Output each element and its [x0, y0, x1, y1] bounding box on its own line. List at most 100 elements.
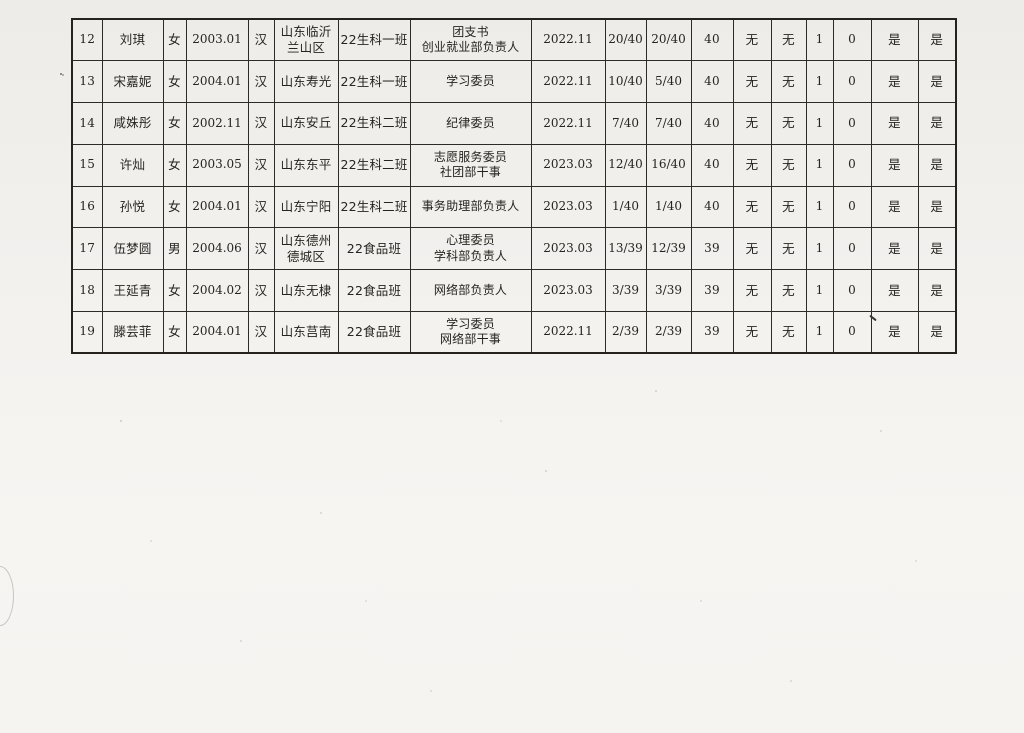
cell-class: 22食品班	[337, 227, 411, 271]
cell-none-b: 无	[770, 311, 807, 354]
student-roster-table: 12 刘琪女 2003.01 汉山东临沂 兰山区 22生科一班 团支书 创业就业部负责人 2…	[71, 18, 957, 355]
table-row: 16 孙悦女 2004.01 汉山东宁阳 22生科二班 事务助理部负责人 2023.03 1/…	[71, 185, 957, 229]
cell-serial-number: 13	[71, 60, 103, 104]
cell-date: 2023.03	[530, 143, 606, 187]
cell-birth-date: 2004.01	[185, 185, 249, 229]
cell-rank-b: 1/40	[645, 185, 692, 229]
cell-yes-b: 是	[917, 269, 957, 313]
table-row: 14 咸姝彤女 2002.11 汉山东安丘 22生科二班 纪律委员 2022.11 7/40 7…	[71, 102, 957, 145]
cell-rank-b: 7/40	[645, 102, 692, 145]
cell-position: 团支书 创业就业部负责人	[409, 18, 532, 62]
cell-yes-b: 是	[917, 143, 957, 187]
cell-count-a: 1	[805, 311, 834, 354]
cell-count-b: 0	[832, 185, 872, 229]
cell-group-size: 39	[690, 269, 734, 313]
cell-none-b: 无	[770, 269, 807, 313]
cell-gender: 女	[162, 143, 187, 187]
cell-name: 刘琪	[101, 18, 164, 62]
cell-serial-number: 16	[71, 185, 103, 229]
cell-birth-date: 2003.05	[185, 143, 249, 187]
cell-none-a: 无	[732, 102, 772, 145]
cell-rank-a: 10/40	[604, 60, 647, 104]
cell-class: 22生科一班	[337, 18, 411, 62]
cell-count-b: 0	[832, 143, 872, 187]
cell-count-a: 1	[805, 102, 834, 145]
cell-rank-b: 20/40	[645, 18, 692, 62]
table-row: 12 刘琪女 2003.01 汉山东临沂 兰山区 22生科一班 团支书 创业就业部负责人 2…	[71, 18, 957, 62]
cell-group-size: 39	[690, 227, 734, 271]
cell-count-b: 0	[832, 269, 872, 313]
table-row: 18 王延青女 2004.02 汉山东无棣 22食品班 网络部负责人 2023.03 3/39…	[71, 269, 957, 313]
cell-yes-b: 是	[917, 18, 957, 62]
cell-name: 咸姝彤	[101, 102, 164, 145]
cell-position: 网络部负责人	[409, 269, 532, 313]
cell-count-b: 0	[832, 227, 872, 271]
cell-yes-b: 是	[917, 227, 957, 271]
cell-birth-date: 2004.01	[185, 60, 249, 104]
cell-ethnicity: 汉	[247, 269, 275, 313]
cell-none-b: 无	[770, 227, 807, 271]
cell-native-place: 山东寿光	[273, 60, 339, 104]
cell-position: 学习委员 网络部干事	[409, 311, 532, 354]
cell-date: 2023.03	[530, 269, 606, 313]
cell-group-size: 40	[690, 18, 734, 62]
cell-none-b: 无	[770, 143, 807, 187]
cell-group-size: 39	[690, 311, 734, 354]
cell-birth-date: 2003.01	[185, 18, 249, 62]
cell-date: 2022.11	[530, 18, 606, 62]
cell-rank-a: 2/39	[604, 311, 647, 354]
cell-gender: 女	[162, 311, 187, 354]
cell-group-size: 40	[690, 60, 734, 104]
table-row: 17 伍梦圆男 2004.06 汉山东德州 德城区 22食品班 心理委员 学科部负责人 20…	[71, 227, 957, 271]
cell-class: 22生科二班	[337, 143, 411, 187]
cell-gender: 男	[162, 227, 187, 271]
cell-yes-b: 是	[917, 311, 957, 354]
cell-rank-a: 1/40	[604, 185, 647, 229]
cell-name: 宋嘉妮	[101, 60, 164, 104]
scan-noise-speckles	[0, 0, 2, 2]
cell-none-b: 无	[770, 18, 807, 62]
table-row: 13 宋嘉妮女 2004.01 汉山东寿光 22生科一班 学习委员 2022.11 10/40…	[71, 60, 957, 104]
cell-gender: 女	[162, 60, 187, 104]
cell-class: 22生科二班	[337, 185, 411, 229]
cell-class: 22食品班	[337, 269, 411, 313]
cell-native-place: 山东宁阳	[273, 185, 339, 229]
cell-name: 许灿	[101, 143, 164, 187]
cell-native-place: 山东莒南	[273, 311, 339, 354]
cell-none-b: 无	[770, 60, 807, 104]
cell-birth-date: 2002.11	[185, 102, 249, 145]
cell-none-b: 无	[770, 185, 807, 229]
cell-yes-a: 是	[870, 227, 919, 271]
cell-none-a: 无	[732, 143, 772, 187]
cell-yes-a: 是	[870, 60, 919, 104]
cell-count-a: 1	[805, 269, 834, 313]
cell-rank-b: 5/40	[645, 60, 692, 104]
cell-position: 事务助理部负责人	[409, 185, 532, 229]
cell-date: 2023.03	[530, 185, 606, 229]
cell-count-a: 1	[805, 143, 834, 187]
cell-yes-a: 是	[870, 143, 919, 187]
cell-yes-a: 是	[870, 269, 919, 313]
cell-date: 2022.11	[530, 60, 606, 104]
cell-count-a: 1	[805, 185, 834, 229]
cell-none-b: 无	[770, 102, 807, 145]
cell-native-place: 山东东平	[273, 143, 339, 187]
cell-yes-a: 是	[870, 185, 919, 229]
cell-position: 志愿服务委员 社团部干事	[409, 143, 532, 187]
cell-class: 22食品班	[337, 311, 411, 354]
cell-count-b: 0	[832, 102, 872, 145]
cell-rank-a: 13/39	[604, 227, 647, 271]
cell-ethnicity: 汉	[247, 185, 275, 229]
cell-yes-b: 是	[917, 60, 957, 104]
cell-serial-number: 12	[71, 18, 103, 62]
cell-native-place: 山东临沂 兰山区	[273, 18, 339, 62]
cell-none-a: 无	[732, 18, 772, 62]
cell-name: 孙悦	[101, 185, 164, 229]
cell-count-a: 1	[805, 60, 834, 104]
cell-serial-number: 18	[71, 269, 103, 313]
cell-date: 2022.11	[530, 102, 606, 145]
cell-count-b: 0	[832, 18, 872, 62]
cell-serial-number: 19	[71, 311, 103, 354]
cell-name: 伍梦圆	[101, 227, 164, 271]
